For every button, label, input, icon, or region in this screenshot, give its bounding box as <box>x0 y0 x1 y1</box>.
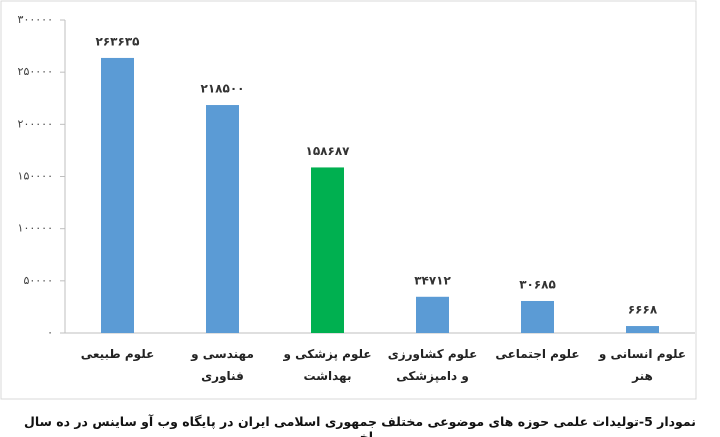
bar <box>626 326 659 333</box>
y-tick-label: ۰ <box>47 326 53 339</box>
value-label: ۱۵۸۶۸۷ <box>306 144 351 158</box>
x-tick-label: علوم پزشکی و بهداشت <box>283 347 372 383</box>
chart-border <box>0 0 697 400</box>
value-label: ۶۶۶۸ <box>628 303 658 317</box>
y-tick-label: ۳۰۰۰۰۰ <box>18 13 53 26</box>
x-tick-label: علوم انسانی و هنر <box>598 347 687 383</box>
value-label: ۲۱۸۵۰۰ <box>201 82 245 96</box>
bar <box>206 105 239 333</box>
bar <box>416 296 449 333</box>
chart-title: نمودار 5-تولیدات علمی حوزه های موضوعی مخ… <box>24 414 696 437</box>
x-tick-label: علوم اجتماعی <box>495 347 580 361</box>
y-tick-label: ۱۰۰۰۰۰ <box>18 222 53 235</box>
x-tick-label: علوم طبیعی <box>80 347 155 361</box>
y-tick-label: ۲۵۰۰۰۰ <box>18 65 53 78</box>
y-tick-label: ۱۵۰۰۰۰ <box>18 170 53 183</box>
y-tick-label: ۵۰۰۰۰ <box>23 274 53 287</box>
value-label: ۳۴۷۱۲ <box>414 273 451 287</box>
x-tick-label: مهندسی و فناوری <box>191 347 254 383</box>
bar <box>521 300 554 333</box>
value-label: ۳۰۶۸۵ <box>519 277 556 291</box>
y-tick-label: ۲۰۰۰۰۰ <box>18 117 53 130</box>
value-label: ۲۶۳۶۳۵ <box>96 34 140 48</box>
bar <box>311 167 344 333</box>
bar <box>101 57 134 333</box>
x-tick-label: علوم کشاورزی و دامپزشکی <box>387 347 478 383</box>
